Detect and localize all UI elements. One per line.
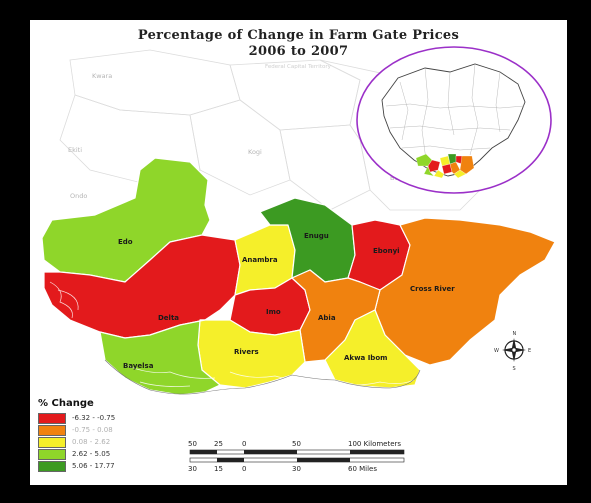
scale-mi-4: 60 Miles (348, 465, 377, 473)
map-title: Percentage of Change in Farm Gate Prices (137, 28, 460, 43)
label-enugu: Enugu (304, 232, 329, 240)
compass-w: W (494, 348, 499, 354)
legend-item: 5.06 - 17.77 (38, 460, 198, 472)
map-canvas: Federal Capital Territory Kwara Ekiti Ko… (41, 46, 556, 473)
state-delta[interactable] (43, 234, 241, 339)
compass-rose: N S E W (494, 331, 531, 372)
legend-item: -6.32 - -0.75 (38, 412, 198, 424)
context-label-ekiti: Ekiti (68, 146, 82, 154)
legend-item: 2.62 - 5.05 (38, 448, 198, 460)
legend-label: 5.06 - 17.77 (72, 462, 115, 470)
inset-state-grid (385, 63, 525, 161)
scale-mi-0: 30 (188, 465, 197, 473)
legend-swatch (38, 460, 66, 472)
label-edo: Edo (118, 238, 133, 246)
label-imo: Imo (266, 308, 281, 316)
legend-label: 0.08 - 2.62 (72, 438, 111, 446)
legend: % Change -6.32 - -0.75 -0.75 - 0.08 0.08… (38, 398, 198, 472)
legend-swatch (38, 448, 66, 460)
scale-mi-2: 0 (242, 465, 246, 473)
coastline (104, 359, 421, 395)
inset-delta-highlight (415, 153, 475, 179)
legend-title: % Change (38, 398, 94, 409)
scale-km-3: 50 (292, 440, 301, 448)
legend-swatch (38, 424, 66, 436)
scale-km-1: 25 (214, 440, 223, 448)
label-ebonyi: Ebonyi (373, 247, 400, 255)
context-label-ondo: Ondo (70, 192, 87, 200)
map-subtitle: 2006 to 2007 (248, 44, 349, 59)
scale-mi-1: 15 (214, 465, 223, 473)
coast-creeks (49, 281, 415, 387)
label-akwa-ibom: Akwa Ibom (344, 354, 387, 362)
legend-swatch (38, 436, 66, 448)
scale-km-4: 100 Kilometers (348, 440, 401, 448)
label-delta: Delta (158, 314, 179, 322)
label-anambra: Anambra (242, 256, 278, 264)
context-label-kwara: Kwara (92, 72, 112, 80)
scale-mi-3: 30 (292, 465, 301, 473)
scale-km-0: 50 (188, 440, 197, 448)
compass-e: E (528, 348, 531, 354)
legend-label: -0.75 - 0.08 (72, 426, 113, 434)
label-bayelsa: Bayelsa (123, 362, 154, 370)
legend-item: 0.08 - 2.62 (38, 436, 198, 448)
scale-bar: 50 25 0 50 100 Kilometers 30 15 0 30 60 … (188, 440, 405, 473)
compass-s: S (513, 366, 516, 372)
legend-label: -6.32 - -0.75 (72, 414, 116, 422)
state-polygons (41, 157, 556, 396)
map-paper: Percentage of Change in Farm Gate Prices… (30, 20, 567, 485)
context-label-kogi: Kogi (248, 148, 262, 156)
compass-n: N (513, 331, 517, 337)
legend-swatch (38, 412, 66, 424)
inset-locator-map (356, 46, 552, 194)
capital-label: Federal Capital Territory (265, 64, 332, 70)
legend-item: -0.75 - 0.08 (38, 424, 198, 436)
label-cross-river: Cross River (410, 285, 455, 293)
label-rivers: Rivers (234, 348, 259, 356)
scale-km-2: 0 (242, 440, 246, 448)
legend-label: 2.62 - 5.05 (72, 450, 111, 458)
state-labels: Edo Delta Anambra Enugu Ebonyi Cross Riv… (118, 232, 455, 370)
label-abia: Abia (318, 314, 336, 322)
